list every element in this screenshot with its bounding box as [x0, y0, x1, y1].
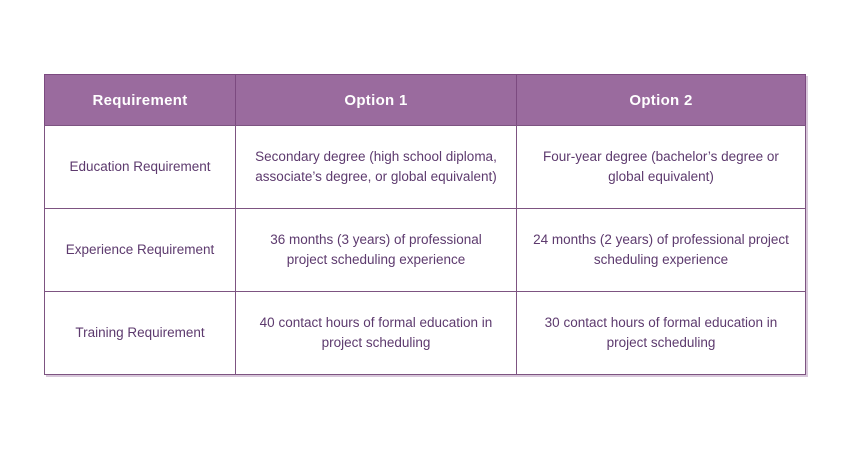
- table-row: Training Requirement 40 contact hours of…: [44, 291, 806, 375]
- education-option-2: Four-year degree (bachelor’s degree or g…: [516, 125, 806, 209]
- table-row: Education Requirement Secondary degree (…: [44, 125, 806, 209]
- experience-option-1: 36 months (3 years) of professional proj…: [235, 208, 517, 292]
- training-option-2: 30 contact hours of formal education in …: [516, 291, 806, 375]
- experience-option-2: 24 months (2 years) of professional proj…: [516, 208, 806, 292]
- requirements-comparison-table: Requirement Option 1 Option 2 Education …: [44, 74, 806, 375]
- education-option-1: Secondary degree (high school diploma, a…: [235, 125, 517, 209]
- training-option-1: 40 contact hours of formal education in …: [235, 291, 517, 375]
- header-option-2: Option 2: [516, 74, 806, 126]
- table-row: Experience Requirement 36 months (3 year…: [44, 208, 806, 292]
- header-requirement: Requirement: [44, 74, 236, 126]
- training-requirement-label: Training Requirement: [44, 291, 236, 375]
- header-option-1: Option 1: [235, 74, 517, 126]
- experience-requirement-label: Experience Requirement: [44, 208, 236, 292]
- education-requirement-label: Education Requirement: [44, 125, 236, 209]
- table-header-row: Requirement Option 1 Option 2: [44, 74, 806, 126]
